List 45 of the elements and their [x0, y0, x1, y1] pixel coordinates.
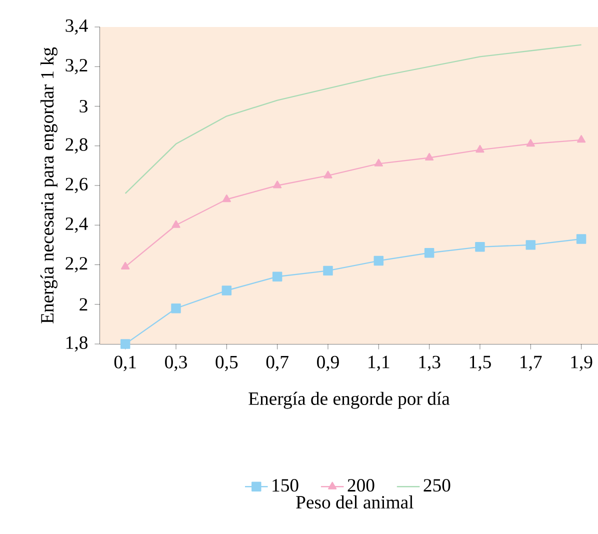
legend-title: Peso del animal — [296, 495, 414, 509]
x-axis-title: Energía de engorde por día — [248, 392, 450, 409]
y-tick-label: 3,4 — [66, 19, 88, 35]
x-tick-label: 0,5 — [216, 356, 238, 372]
legend-label: 200 — [348, 479, 374, 492]
x-tick-label: 1,3 — [419, 356, 440, 372]
point — [324, 170, 332, 178]
x-tick-label: 0,7 — [266, 356, 288, 372]
y-tick-label: 2,4 — [66, 218, 88, 233]
point — [526, 240, 536, 250]
x-tick-label: 1,9 — [571, 356, 592, 372]
point — [323, 266, 333, 276]
point — [577, 135, 586, 143]
x-tick-label: 1,1 — [368, 356, 390, 372]
point — [576, 234, 586, 244]
point — [526, 139, 535, 147]
point — [120, 339, 130, 349]
point — [172, 220, 180, 228]
point — [273, 180, 282, 188]
x-tick-label: 0,3 — [165, 356, 187, 372]
point — [475, 242, 485, 252]
y-tick-label: 2,6 — [66, 178, 88, 194]
y-tick-label: 3,2 — [66, 59, 88, 74]
point — [121, 262, 130, 270]
point — [222, 194, 231, 202]
y-axis-title: Energía necesaria para engordar 1 kg — [40, 47, 58, 324]
point — [424, 248, 434, 258]
x-tick-label: 1,5 — [470, 356, 491, 372]
x-tick-label: 1,7 — [520, 356, 542, 372]
y-tick-label: 2,2 — [66, 257, 88, 272]
point — [374, 158, 383, 166]
y-tick-label: 2 — [80, 298, 88, 311]
point — [171, 303, 181, 314]
point — [374, 256, 384, 266]
y-tick-label: 1,8 — [66, 336, 88, 352]
y-tick-label: 2,8 — [66, 138, 88, 154]
point — [476, 144, 484, 153]
x-tick-label: 0,9 — [317, 356, 339, 372]
point — [222, 286, 232, 296]
legend-label: 250 — [424, 479, 450, 492]
point — [272, 272, 282, 282]
x-tick-label: 0,1 — [114, 356, 136, 372]
point — [425, 152, 434, 160]
legend-label: 150 — [272, 479, 298, 492]
y-tick-label: 3 — [80, 100, 88, 113]
